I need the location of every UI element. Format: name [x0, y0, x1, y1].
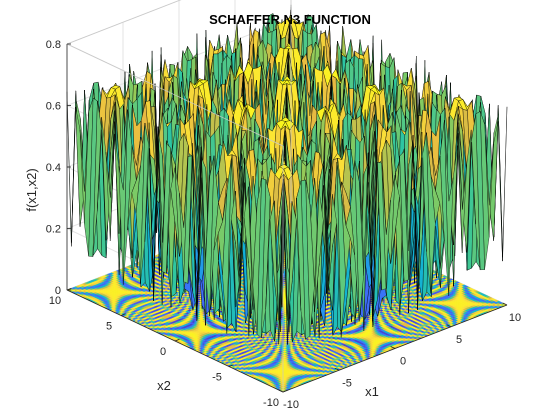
figure: -10 -5 0 5 10 -10 -5 0 5 10 0 0.2 0.4 0.6 0.8 SCHAFFER…	[24, 0, 522, 411]
